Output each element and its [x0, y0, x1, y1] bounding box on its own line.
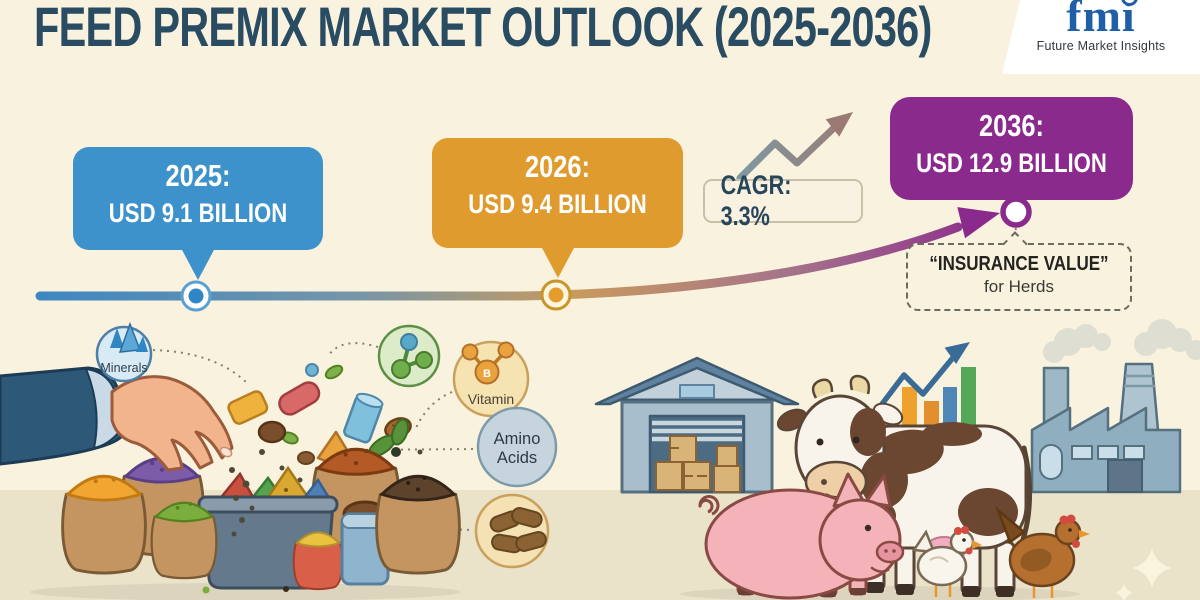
brown-hen-illustration — [995, 505, 1090, 598]
front-row-bags — [61, 474, 461, 594]
cagr-label: CAGR: 3.3% — [720, 170, 792, 231]
note-line1: “INSURANCE VALUE” — [929, 253, 1109, 275]
milestone-2026-bubble: 2026: USD 9.4 BILLION — [432, 138, 683, 278]
page-title: FEED PREMIX MARKET OUTLOOK (2025-2036) — [34, 0, 932, 58]
fmi-logo-name: Future Market Insights — [1036, 39, 1166, 53]
sparkle-icon — [1115, 548, 1172, 600]
milestone-2025-value: USD 9.1 BILLION — [108, 198, 288, 228]
white-chicken-illustration — [911, 526, 982, 597]
bubble-tail — [540, 246, 575, 278]
vitamin-letter: B — [483, 368, 491, 380]
milestone-2025-bubble: 2025: USD 9.1 BILLION — [73, 147, 323, 280]
factory-illustration — [1030, 319, 1200, 494]
fmi-logo: fmi Future Market Insights — [1002, 0, 1200, 74]
warehouse-boxes — [655, 435, 741, 493]
hand-illustration — [0, 366, 255, 537]
milestone-2025-year: 2025: — [165, 158, 231, 193]
fmi-logo-text: fmi — [1066, 0, 1138, 39]
milestone-2026-year: 2026: — [524, 149, 591, 184]
timeline-arrowhead — [957, 207, 1000, 239]
pig-illustration — [698, 472, 905, 600]
amino-label-1: Amino — [494, 430, 541, 448]
minerals-icon: Minerals — [95, 321, 153, 383]
milestone-2036-bubble: 2036: USD 12.9 BILLION — [890, 97, 1133, 200]
note-line2: for Herds — [984, 277, 1054, 296]
timeline — [35, 196, 1032, 312]
insurance-value-note: “INSURANCE VALUE” for Herds — [906, 231, 1132, 311]
pellets-icon — [474, 493, 550, 569]
cagr-badge: CAGR: 3.3% — [703, 170, 863, 231]
smoke — [1043, 319, 1200, 363]
bubble-tail — [181, 248, 215, 280]
amino-label-2: Acids — [497, 449, 537, 467]
milestone-2036-value: USD 12.9 BILLION — [916, 148, 1107, 178]
molecule-icon — [377, 324, 441, 388]
minerals-label: Minerals — [100, 361, 147, 375]
sprinkled-seeds — [229, 467, 255, 537]
milestone-2026-value: USD 9.4 BILLION — [468, 189, 647, 219]
milestone-2036-year: 2036: — [978, 108, 1045, 143]
left-shadow — [30, 583, 460, 600]
marker-2036 — [1000, 196, 1032, 228]
warehouse-illustration — [594, 356, 800, 494]
vitamin-icon: B Vitamin — [452, 340, 530, 418]
amino-acids-icon: Amino Acids — [476, 406, 558, 488]
falling-ingredients — [227, 363, 423, 483]
cagr-growth-arrow-icon — [736, 112, 853, 182]
vitamin-label: Vitamin — [468, 391, 514, 407]
